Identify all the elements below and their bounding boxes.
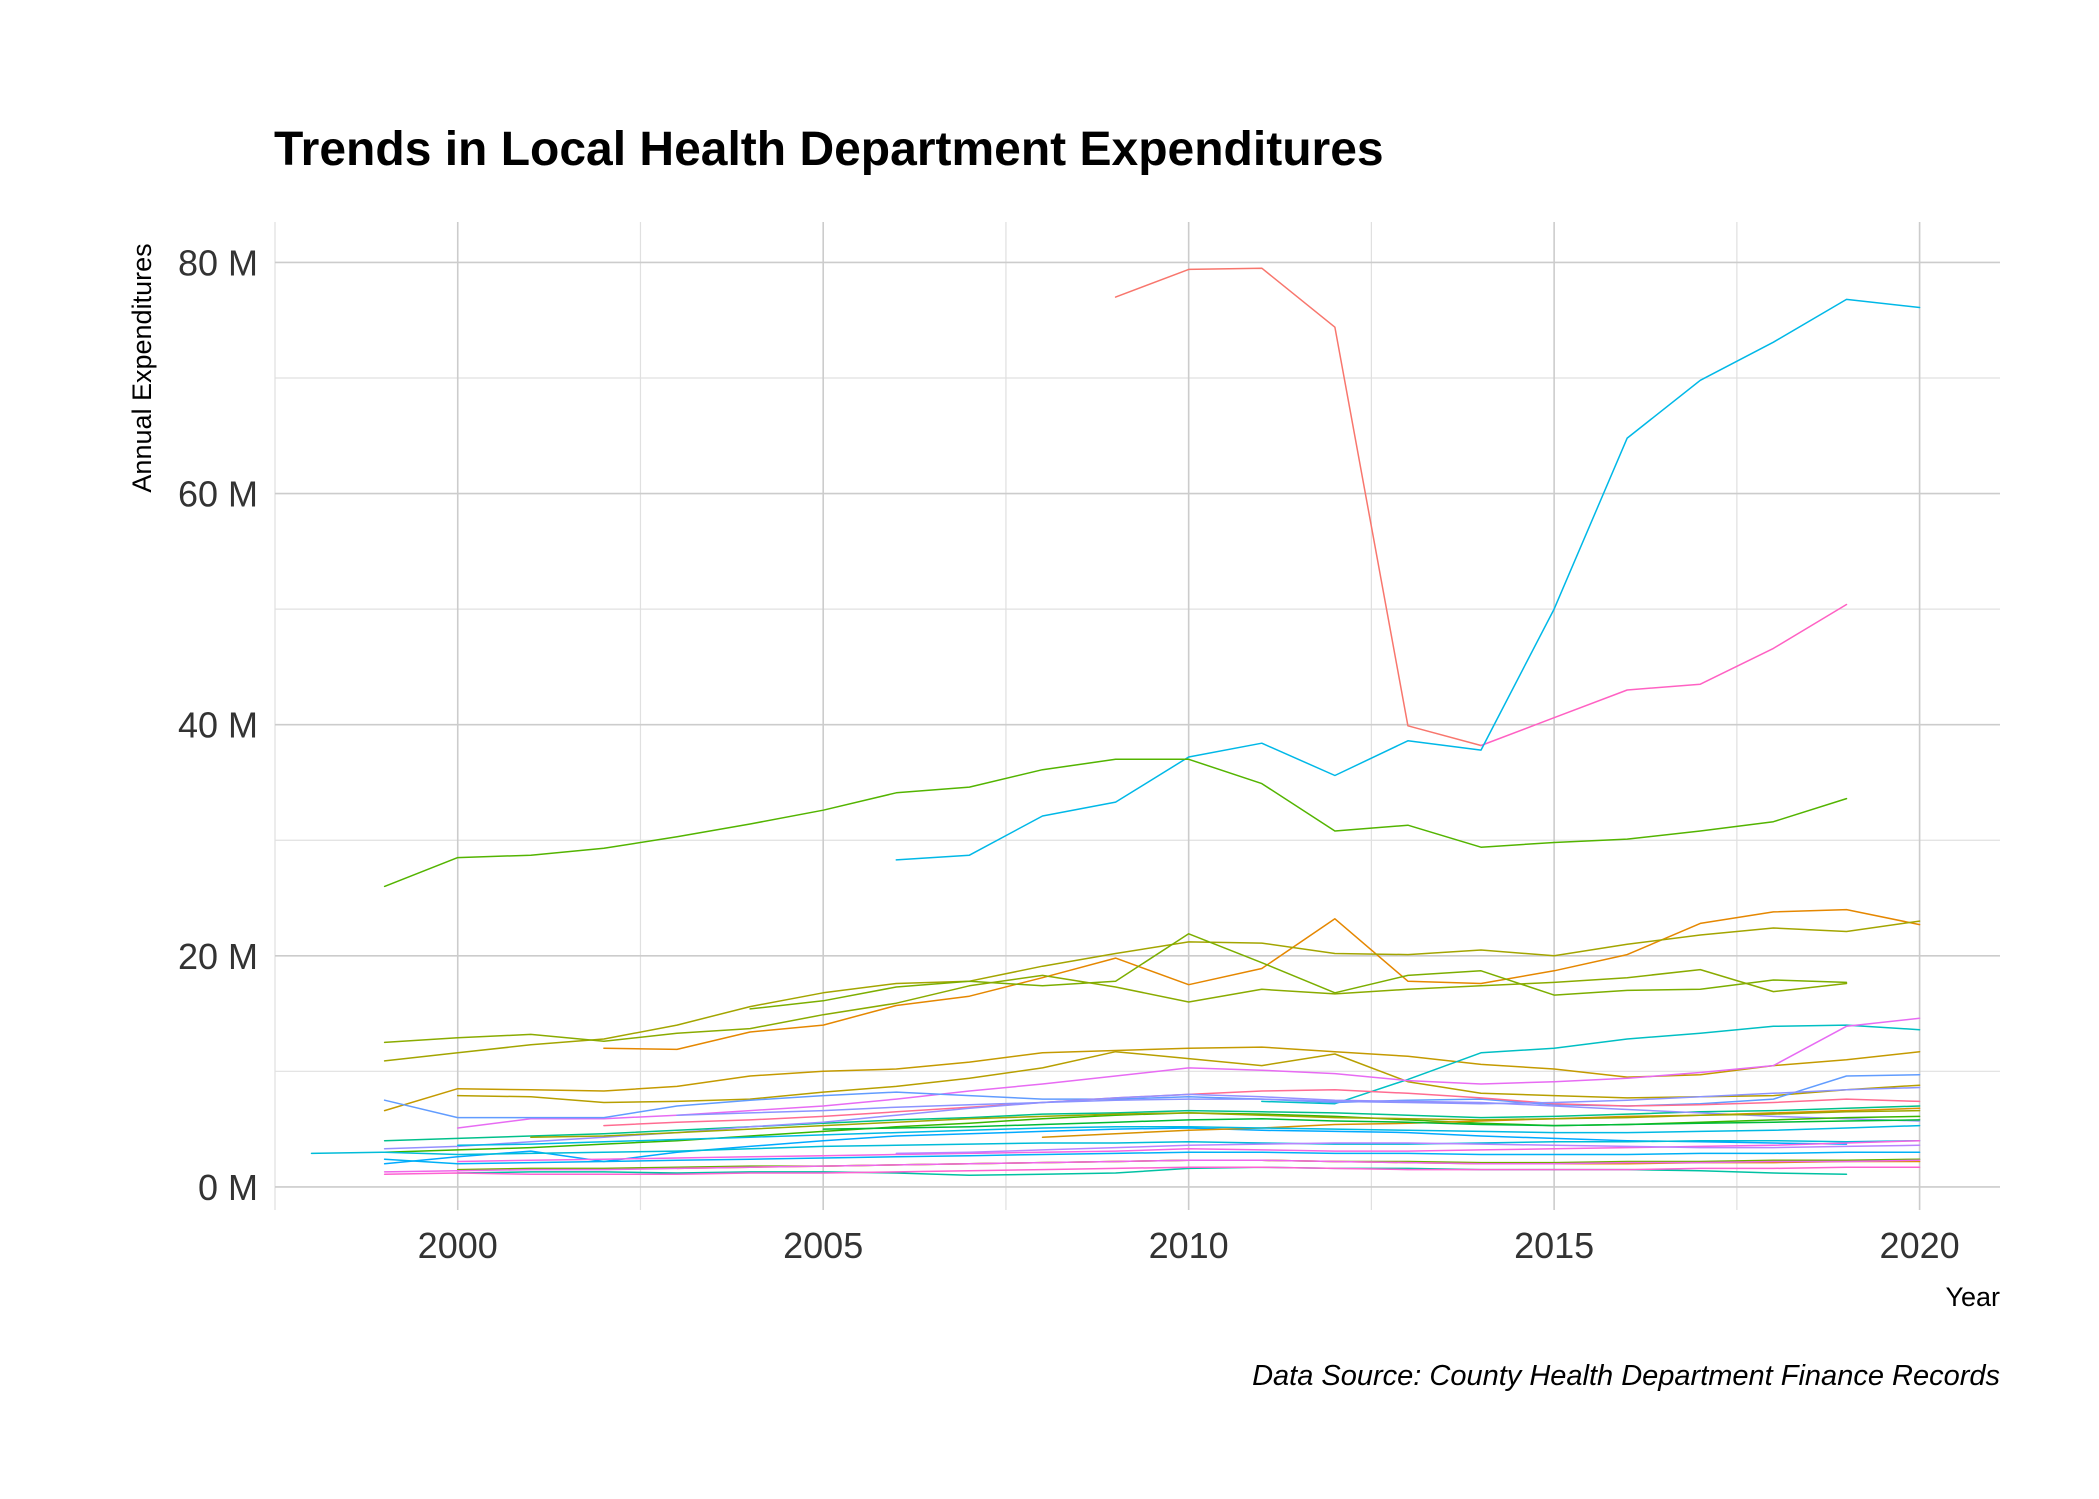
data-source-caption: Data Source: County Health Department Fi… <box>1252 1360 2000 1392</box>
series-line-20 <box>310 1139 1921 1156</box>
series-line-1 <box>1114 267 1482 747</box>
series-line-8 <box>383 968 1848 1044</box>
series-line-14 <box>383 1105 1921 1142</box>
x-axis-ticks: 2000 2005 2010 2015 2020 <box>418 1225 1960 1266</box>
x-tick-label: 2000 <box>418 1225 498 1266</box>
series-line-6 <box>383 920 1921 1062</box>
series-line-3 <box>895 298 1921 861</box>
series-line-2 <box>1480 603 1848 747</box>
y-axis-ticks: 0 M 20 M 40 M 60 M 80 M <box>178 242 258 1207</box>
series-line-29 <box>383 1166 1921 1175</box>
series-line-19 <box>1041 1107 1921 1138</box>
series-line-12 <box>456 1017 1921 1129</box>
y-axis-label: Annual Expenditures <box>127 243 157 492</box>
x-tick-label: 2020 <box>1880 1225 1960 1266</box>
series-line-27 <box>895 1142 1921 1155</box>
series-line-28 <box>822 1117 1921 1130</box>
y-tick-label: 20 M <box>178 936 258 977</box>
gridlines <box>274 222 2000 1210</box>
series-line-22 <box>383 1151 1921 1165</box>
series-lines <box>310 267 1921 1177</box>
series-line-4 <box>383 758 1848 888</box>
y-tick-label: 60 M <box>178 474 258 515</box>
series-line-31 <box>530 1109 1921 1138</box>
series-line-30 <box>676 1086 1921 1116</box>
series-line-7 <box>749 933 1848 1010</box>
series-line-9 <box>383 1046 1921 1112</box>
series-line-5 <box>603 908 1921 1051</box>
x-tick-label: 2005 <box>783 1225 863 1266</box>
series-line-32 <box>456 1124 1921 1147</box>
chart-title: Trends in Local Health Department Expend… <box>274 123 1384 176</box>
series-line-15 <box>603 1089 1921 1127</box>
x-axis-label: Year <box>1945 1282 2000 1312</box>
series-line-10 <box>456 1050 1921 1104</box>
series-line-26 <box>383 1159 1921 1173</box>
y-tick-label: 40 M <box>178 705 258 746</box>
y-tick-label: 80 M <box>178 242 258 283</box>
y-tick-label: 0 M <box>198 1167 258 1208</box>
x-tick-label: 2015 <box>1514 1225 1594 1266</box>
x-tick-label: 2010 <box>1149 1225 1229 1266</box>
